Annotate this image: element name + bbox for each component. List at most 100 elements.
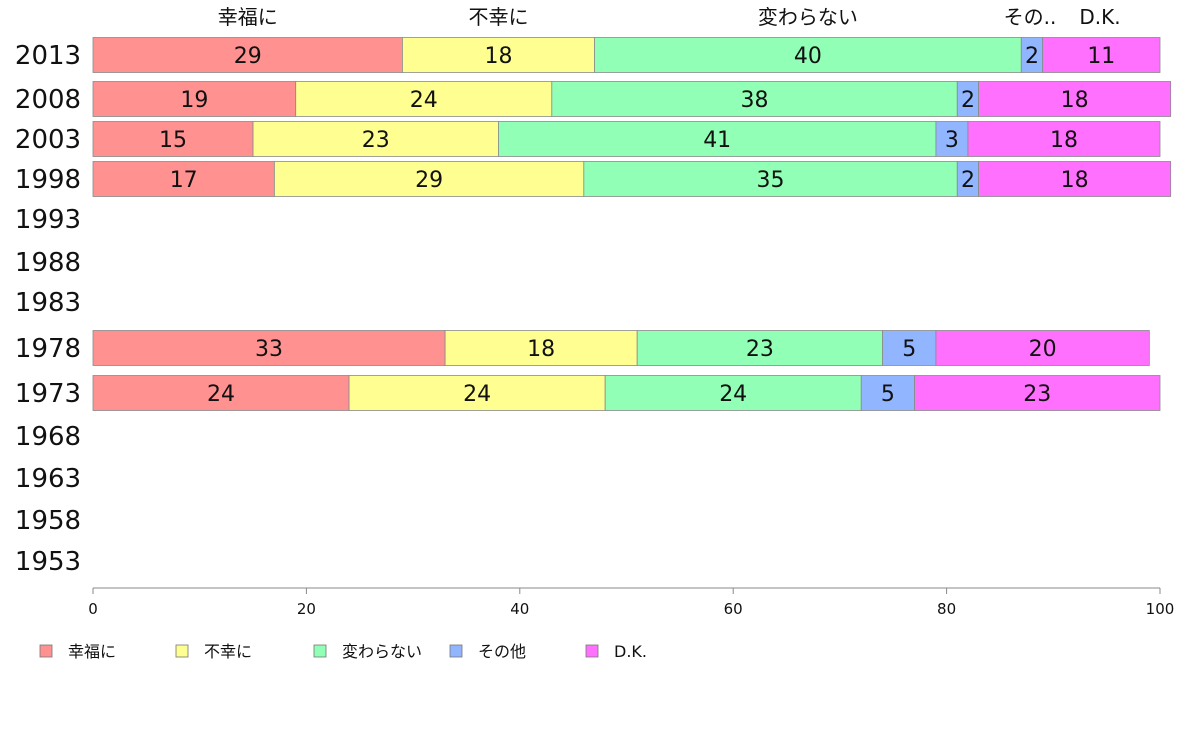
bar-segment-2013-4: [1042, 37, 1161, 73]
legend-item-0: 幸福に: [39, 642, 116, 661]
legend-item-2: 変わらない: [313, 642, 422, 661]
data-label-1998-0: 17: [170, 168, 198, 193]
year-label-1978: 1978: [15, 334, 81, 364]
bar-segment-2003-1: [252, 121, 499, 157]
data-label-2008-2: 38: [741, 88, 769, 113]
year-label-1993: 1993: [15, 205, 81, 235]
bar-segment-2003-4: [967, 121, 1161, 157]
legend-label-2: 変わらない: [342, 642, 422, 661]
bar-segment-1978-3: [882, 330, 937, 366]
bar-segment-2003-3: [935, 121, 969, 157]
bar-segment-1973-0: [92, 375, 350, 411]
x-tick-label-0: 0: [88, 600, 98, 618]
bars: 29 18 40 2 11 19 24 38 2 18 15 23 41 3 18 17 29 35 2 18 33 18…: [92, 37, 1172, 411]
bar-segment-2013-1: [402, 37, 595, 73]
year-labels: 2013 2008 2003 1998 1993 1988 1983 1978 1973 1968…: [15, 41, 81, 577]
legend-label-0: 幸福に: [68, 642, 116, 661]
legend-item-1: 不幸に: [175, 642, 252, 661]
bar-segment-1973-1: [348, 375, 606, 411]
bar-row-1978: 33 18 23 5 20: [92, 330, 1150, 366]
year-label-2013: 2013: [15, 41, 81, 71]
x-axis: 0 20 40 60 80 100: [88, 587, 1175, 618]
bar-segment-1978-0: [92, 330, 446, 366]
data-label-1978-2: 23: [746, 337, 774, 362]
bar-segment-2008-1: [295, 81, 553, 117]
data-label-2013-3: 2: [1025, 44, 1039, 69]
data-label-2003-3: 3: [945, 128, 959, 153]
bar-segment-1998-4: [978, 161, 1172, 197]
bar-segment-1973-4: [914, 375, 1161, 411]
data-label-2008-1: 24: [410, 88, 438, 113]
bar-segment-1973-2: [604, 375, 862, 411]
top-label-4: D.K.: [1079, 5, 1120, 29]
bar-row-1973: 24 24 24 5 23: [92, 375, 1161, 411]
data-label-2013-1: 18: [484, 44, 512, 69]
legend-label-3: その他: [478, 642, 526, 661]
bar-segment-2003-2: [498, 121, 937, 157]
bar-segment-2008-0: [92, 81, 297, 117]
year-label-1988: 1988: [15, 248, 81, 278]
legend-item-4: D.K.: [585, 642, 647, 661]
bar-segment-2008-4: [978, 81, 1172, 117]
x-tick-label-100: 100: [1146, 600, 1175, 618]
year-label-2008: 2008: [15, 85, 81, 115]
data-label-1978-0: 33: [255, 337, 283, 362]
bar-segment-2003-0: [92, 121, 254, 157]
bar-segment-2008-2: [551, 81, 958, 117]
bar-row-1998: 17 29 35 2 18: [92, 161, 1172, 197]
data-label-1998-2: 35: [757, 168, 785, 193]
legend-swatch-3: [449, 644, 463, 658]
legend: 幸福に 不幸に 変わらない その他 D.K.: [39, 642, 647, 661]
legend-swatch-0: [39, 644, 53, 658]
bar-segment-1978-1: [444, 330, 638, 366]
top-label-1: 不幸に: [468, 5, 528, 29]
legend-swatch-2: [313, 644, 327, 658]
data-label-2008-4: 18: [1061, 88, 1089, 113]
data-label-1973-1: 24: [463, 382, 491, 407]
data-label-2003-4: 18: [1050, 128, 1078, 153]
year-label-1958: 1958: [15, 506, 81, 536]
year-label-1968: 1968: [15, 422, 81, 452]
top-label-0: 幸福に: [218, 5, 278, 29]
bar-row-2008: 19 24 38 2 18: [92, 81, 1172, 117]
legend-label-1: 不幸に: [204, 642, 252, 661]
data-label-2008-3: 2: [961, 88, 975, 113]
data-label-1998-4: 18: [1061, 168, 1089, 193]
data-label-2003-0: 15: [159, 128, 187, 153]
bar-segment-1998-0: [92, 161, 275, 197]
x-tick-label-20: 20: [297, 600, 316, 618]
bar-segment-1978-4: [935, 330, 1150, 366]
top-label-2: 変わらない: [758, 5, 858, 29]
data-label-1973-2: 24: [719, 382, 747, 407]
x-tick-label-80: 80: [937, 600, 956, 618]
top-label-3: その..: [1004, 5, 1057, 29]
data-label-2013-0: 29: [234, 44, 262, 69]
bar-row-2003: 15 23 41 3 18: [92, 121, 1161, 157]
data-label-1973-4: 23: [1023, 382, 1051, 407]
x-tick-label-60: 60: [724, 600, 743, 618]
data-label-1978-4: 20: [1029, 337, 1057, 362]
data-label-1978-1: 18: [527, 337, 555, 362]
top-series-labels: 幸福に 不幸に 変わらない その.. D.K.: [218, 5, 1121, 29]
legend-swatch-1: [175, 644, 189, 658]
data-label-1998-1: 29: [415, 168, 443, 193]
data-label-2008-0: 19: [180, 88, 208, 113]
data-label-1973-3: 5: [881, 382, 895, 407]
year-label-1963: 1963: [15, 464, 81, 494]
bar-segment-1973-3: [860, 375, 915, 411]
bar-segment-2013-2: [594, 37, 1022, 73]
data-label-1973-0: 24: [207, 382, 235, 407]
year-label-1998: 1998: [15, 165, 81, 195]
data-label-2013-4: 11: [1087, 44, 1115, 69]
data-label-2003-1: 23: [362, 128, 390, 153]
data-label-2003-2: 41: [703, 128, 731, 153]
legend-swatch-4: [585, 644, 599, 658]
x-tick-label-40: 40: [510, 600, 529, 618]
data-label-2013-2: 40: [794, 44, 822, 69]
data-label-1998-3: 2: [961, 168, 975, 193]
year-label-1973: 1973: [15, 379, 81, 409]
data-label-1978-3: 5: [902, 337, 916, 362]
year-label-1953: 1953: [15, 547, 81, 577]
year-label-1983: 1983: [15, 288, 81, 318]
